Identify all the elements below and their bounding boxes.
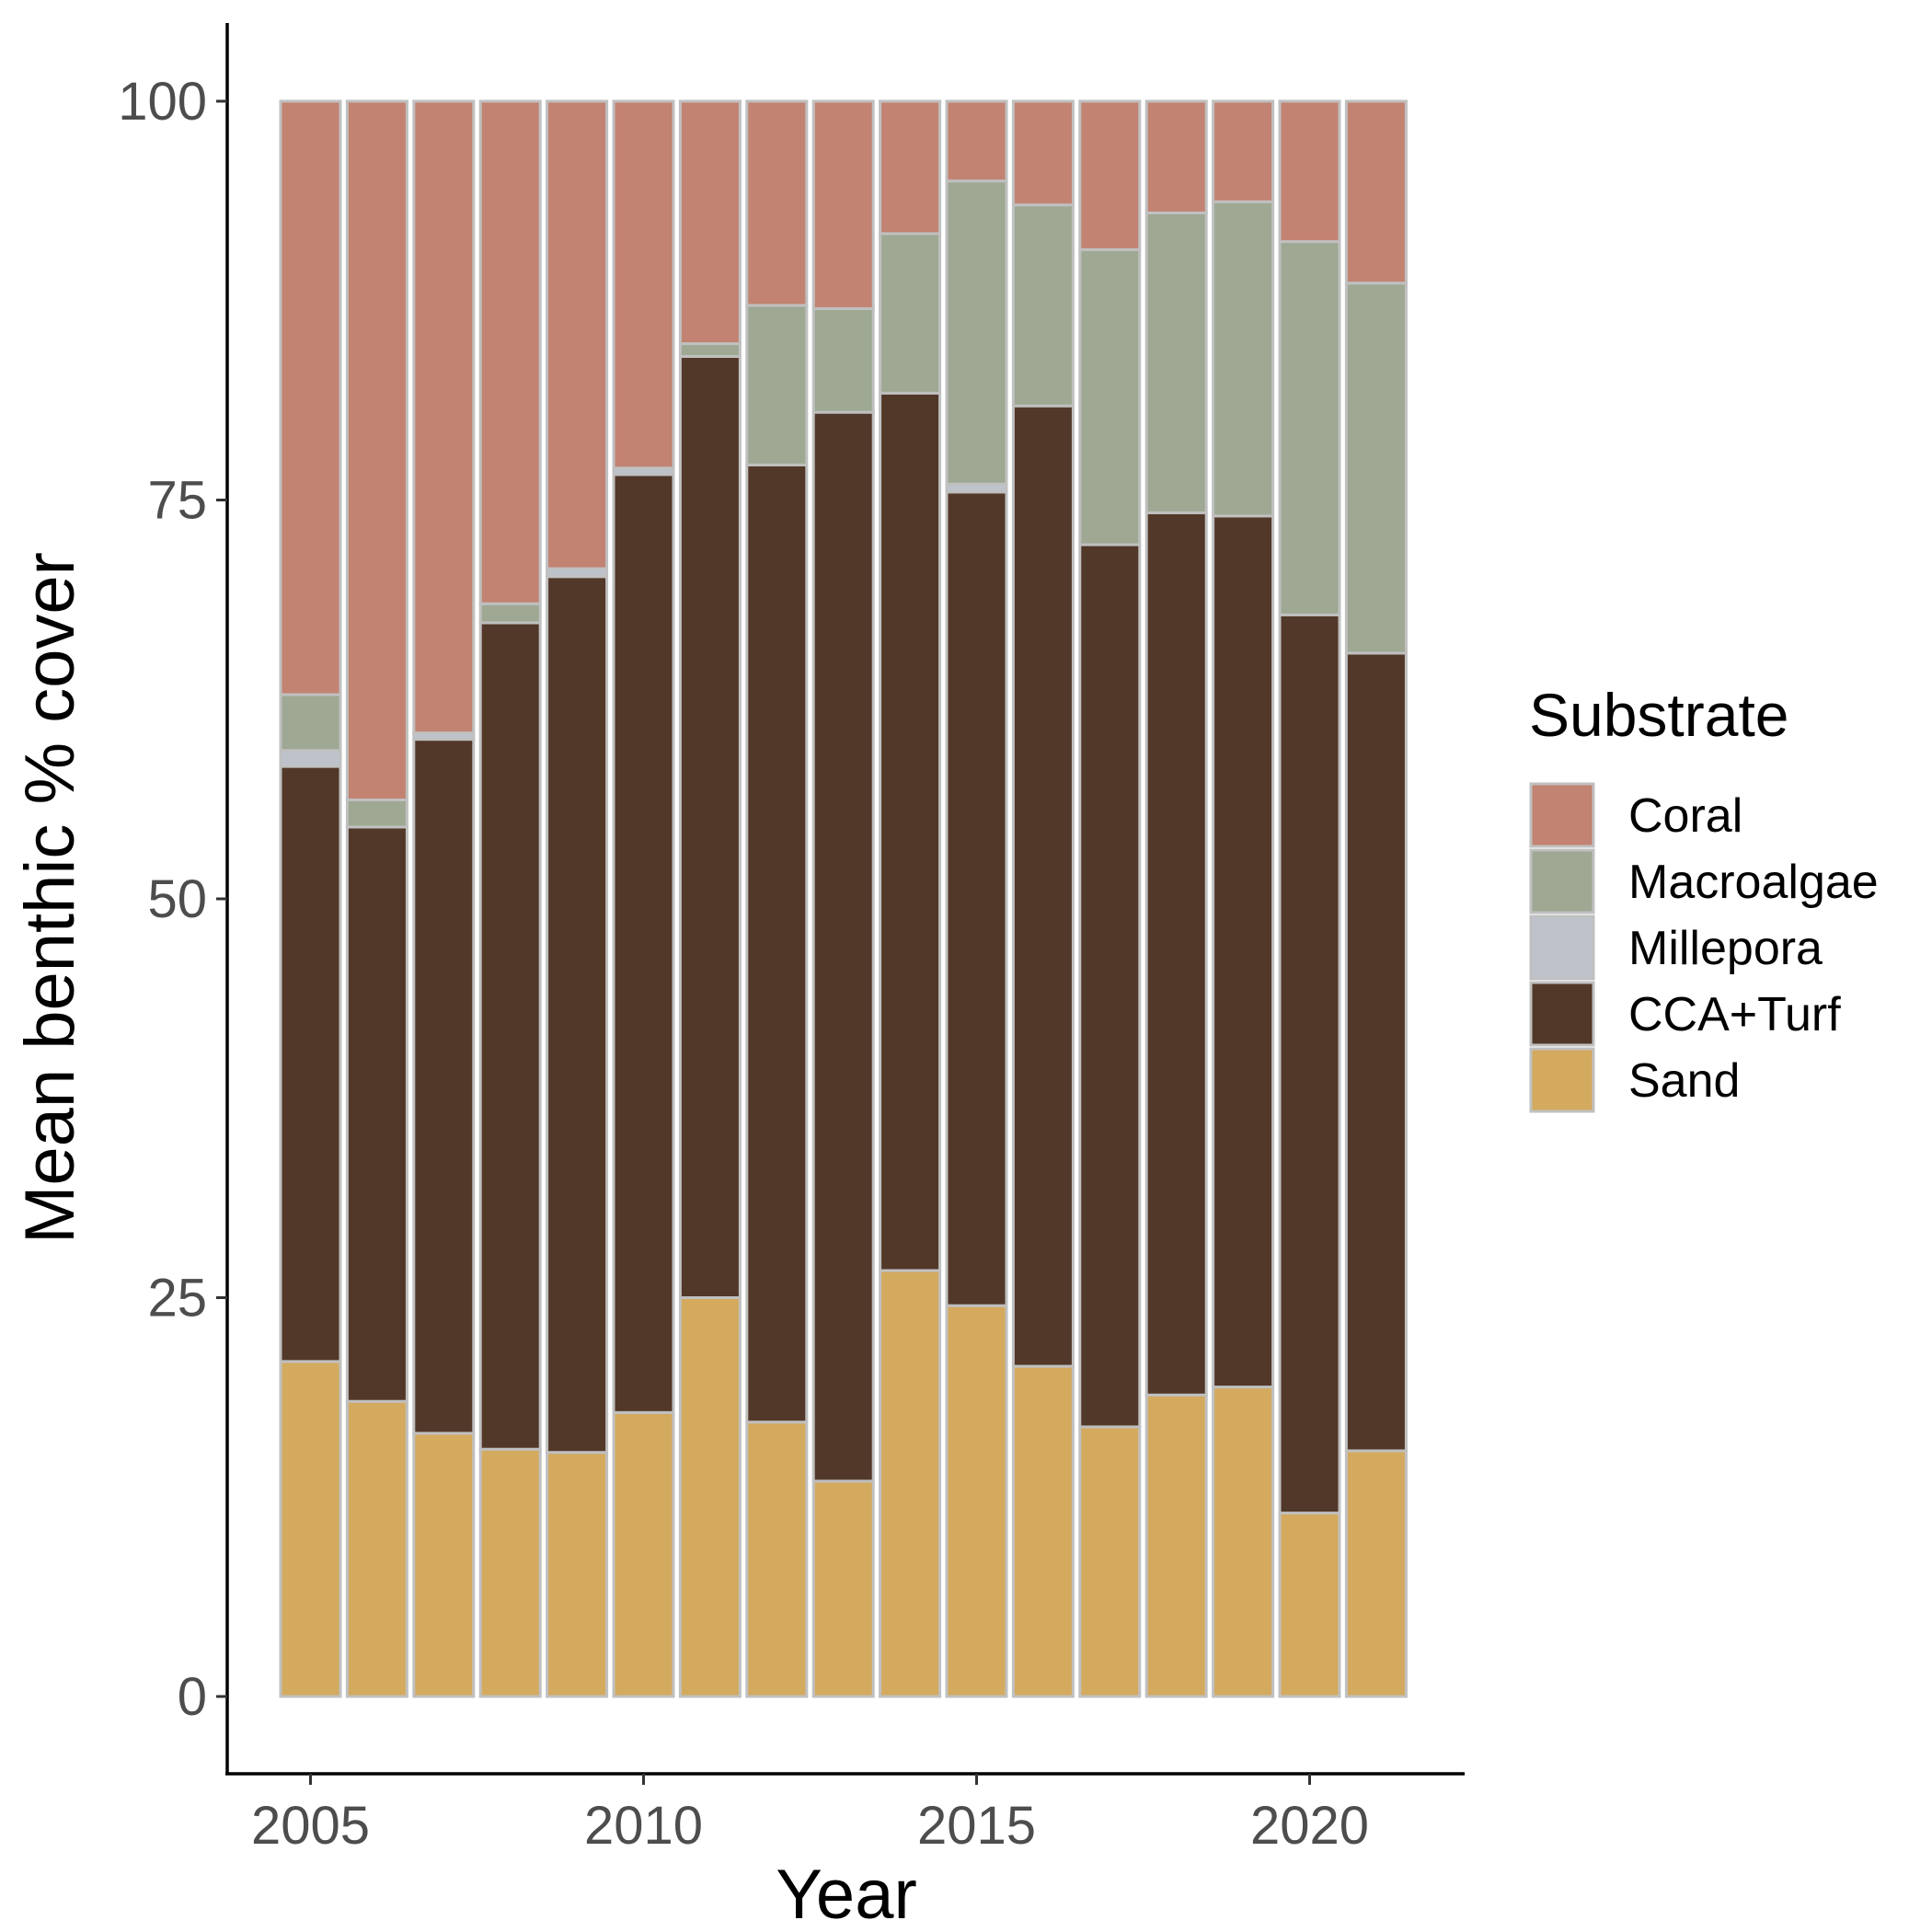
ticks-layer: 0 25 50 75 100 2005 2010 2015 2020 bbox=[118, 72, 1369, 1856]
bar-segment-cca-turf-2016 bbox=[1011, 404, 1075, 1368]
bar-segment-cca-turf-2014 bbox=[879, 391, 942, 1272]
bar-segment-coral-2015 bbox=[945, 99, 1008, 183]
x-tick-label-2010: 2010 bbox=[584, 1796, 703, 1856]
legend-swatch-sand bbox=[1529, 1047, 1595, 1113]
bar-segment-macroalgae-2005 bbox=[279, 693, 342, 753]
bar-segment-sand-2014 bbox=[879, 1269, 942, 1698]
bar-segment-sand-2008 bbox=[478, 1447, 542, 1698]
bar-segment-cca-turf-2012 bbox=[745, 463, 809, 1424]
bar-segment-macroalgae-2017 bbox=[1078, 247, 1142, 546]
bar-segment-cca-turf-2007 bbox=[412, 738, 476, 1435]
bar-segment-cca-turf-2005 bbox=[279, 765, 342, 1363]
bar-segment-coral-2019 bbox=[1212, 99, 1275, 203]
bar-segment-sand-2015 bbox=[945, 1304, 1008, 1698]
bar-segment-cca-turf-2020 bbox=[1278, 613, 1341, 1515]
legend-label-macroalgae: Macroalgae bbox=[1628, 856, 1879, 909]
y-axis-title: Mean benthic % cover bbox=[11, 552, 89, 1244]
legend-title: Substrate bbox=[1529, 681, 1789, 749]
y-tick-label-50: 50 bbox=[147, 869, 207, 929]
bar-segment-macroalgae-2006 bbox=[345, 798, 408, 829]
bar-segment-coral-2014 bbox=[879, 99, 942, 236]
x-tick-label-2020: 2020 bbox=[1250, 1796, 1369, 1856]
bar-segment-cca-turf-2011 bbox=[678, 354, 742, 1299]
bar-segment-coral-2005 bbox=[279, 99, 342, 696]
bar-segment-cca-turf-2006 bbox=[345, 825, 408, 1403]
legend: Substrate Coral Macroalgae Millepora CCA+Tu… bbox=[1529, 681, 1879, 1113]
bar-segment-coral-2007 bbox=[412, 99, 476, 735]
legend-label-sand: Sand bbox=[1628, 1054, 1740, 1108]
bar-segment-macroalgae-2021 bbox=[1344, 282, 1408, 655]
bar-segment-coral-2020 bbox=[1278, 99, 1341, 244]
bar-segment-sand-2006 bbox=[345, 1399, 408, 1698]
bars-layer bbox=[279, 99, 1408, 1698]
bar-segment-cca-turf-2009 bbox=[546, 575, 609, 1455]
bar-segment-sand-2021 bbox=[1344, 1449, 1408, 1698]
bar-segment-macroalgae-2019 bbox=[1212, 200, 1275, 518]
bar-segment-coral-2018 bbox=[1144, 99, 1208, 214]
bar-segment-macroalgae-2015 bbox=[945, 179, 1008, 486]
bar-segment-cca-turf-2019 bbox=[1212, 514, 1275, 1389]
bar-segment-macroalgae-2014 bbox=[879, 232, 942, 395]
bar-segment-cca-turf-2008 bbox=[478, 621, 542, 1451]
bar-segment-cca-turf-2010 bbox=[612, 473, 675, 1414]
bar-segment-coral-2017 bbox=[1078, 99, 1142, 251]
y-tick-label-100: 100 bbox=[118, 72, 207, 132]
bar-segment-coral-2021 bbox=[1344, 99, 1408, 285]
bar-segment-coral-2006 bbox=[345, 99, 408, 801]
legend-swatch-cca-turf bbox=[1529, 981, 1595, 1047]
bar-segment-cca-turf-2018 bbox=[1144, 511, 1208, 1397]
bar-segment-macroalgae-2008 bbox=[478, 602, 542, 625]
bar-segment-sand-2009 bbox=[546, 1451, 609, 1698]
y-tick-label-0: 0 bbox=[178, 1667, 207, 1727]
bar-segment-sand-2007 bbox=[412, 1432, 476, 1698]
y-tick-label-25: 25 bbox=[147, 1269, 207, 1328]
bar-segment-sand-2010 bbox=[612, 1410, 675, 1698]
bar-segment-cca-turf-2021 bbox=[1344, 651, 1408, 1453]
bar-segment-sand-2018 bbox=[1144, 1393, 1208, 1698]
bar-segment-coral-2008 bbox=[478, 99, 542, 605]
bar-segment-coral-2012 bbox=[745, 99, 809, 307]
bar-segment-cca-turf-2013 bbox=[811, 410, 875, 1483]
y-tick-label-75: 75 bbox=[147, 471, 207, 531]
legend-label-cca-turf: CCA+Turf bbox=[1628, 988, 1841, 1041]
bar-segment-sand-2020 bbox=[1278, 1512, 1341, 1698]
bar-segment-coral-2009 bbox=[546, 99, 609, 570]
bar-segment-sand-2016 bbox=[1011, 1364, 1075, 1698]
legend-swatch-coral bbox=[1529, 782, 1595, 848]
bar-segment-coral-2010 bbox=[612, 99, 675, 470]
bar-segment-macroalgae-2011 bbox=[678, 342, 742, 358]
x-tick-label-2015: 2015 bbox=[917, 1796, 1036, 1856]
bar-segment-macroalgae-2016 bbox=[1011, 203, 1075, 408]
bar-segment-macroalgae-2013 bbox=[811, 306, 875, 414]
bar-segment-macroalgae-2012 bbox=[745, 304, 809, 466]
bar-segment-sand-2005 bbox=[279, 1360, 342, 1698]
bar-segment-sand-2019 bbox=[1212, 1386, 1275, 1698]
bar-segment-coral-2011 bbox=[678, 99, 742, 346]
x-tick-label-2005: 2005 bbox=[251, 1796, 370, 1856]
bar-segment-cca-turf-2015 bbox=[945, 490, 1008, 1307]
legend-swatch-macroalgae bbox=[1529, 848, 1595, 914]
legend-swatch-millepora bbox=[1529, 914, 1595, 981]
x-axis-title: Year bbox=[776, 1856, 917, 1932]
bar-segment-macroalgae-2020 bbox=[1278, 240, 1341, 616]
bar-segment-sand-2012 bbox=[745, 1420, 809, 1698]
bar-segment-coral-2013 bbox=[811, 99, 875, 310]
bar-segment-millepora-2005 bbox=[279, 749, 342, 768]
bar-segment-macroalgae-2018 bbox=[1144, 211, 1208, 514]
legend-label-coral: Coral bbox=[1628, 789, 1742, 843]
bar-segment-cca-turf-2017 bbox=[1078, 543, 1142, 1429]
bar-segment-sand-2011 bbox=[678, 1296, 742, 1698]
legend-label-millepora: Millepora bbox=[1628, 922, 1823, 975]
bar-segment-sand-2013 bbox=[811, 1479, 875, 1698]
bar-segment-coral-2016 bbox=[1011, 99, 1075, 207]
bar-segment-sand-2017 bbox=[1078, 1425, 1142, 1698]
